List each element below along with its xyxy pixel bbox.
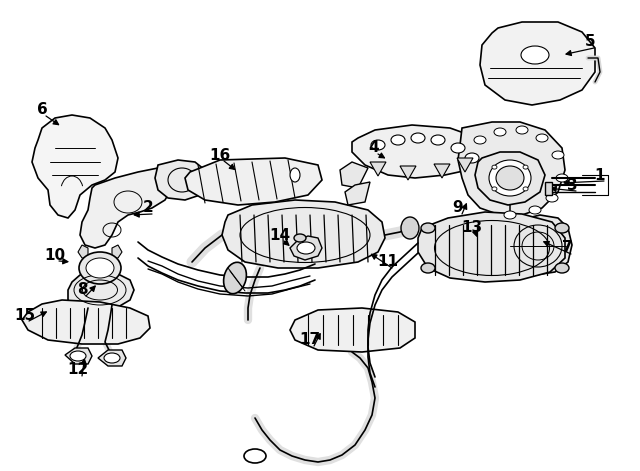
- Polygon shape: [352, 125, 488, 178]
- Ellipse shape: [401, 217, 419, 239]
- Ellipse shape: [223, 262, 246, 294]
- Text: 6: 6: [36, 103, 47, 117]
- Ellipse shape: [494, 128, 506, 136]
- Ellipse shape: [297, 242, 315, 254]
- Ellipse shape: [492, 165, 497, 169]
- Text: 3: 3: [566, 178, 577, 193]
- Polygon shape: [545, 182, 552, 195]
- Ellipse shape: [79, 252, 121, 284]
- Ellipse shape: [104, 353, 120, 363]
- Text: 2: 2: [143, 201, 154, 216]
- Polygon shape: [98, 350, 126, 366]
- Polygon shape: [65, 348, 92, 364]
- Text: 14: 14: [269, 227, 291, 243]
- Polygon shape: [400, 166, 416, 180]
- Polygon shape: [340, 162, 368, 188]
- Text: 1: 1: [595, 168, 605, 182]
- Text: 17: 17: [300, 333, 321, 348]
- Polygon shape: [458, 122, 565, 215]
- Ellipse shape: [504, 211, 516, 219]
- Polygon shape: [290, 308, 415, 352]
- Polygon shape: [68, 272, 134, 310]
- Ellipse shape: [521, 46, 549, 64]
- Ellipse shape: [244, 449, 266, 463]
- Ellipse shape: [489, 160, 531, 196]
- Text: 8: 8: [77, 283, 87, 298]
- Ellipse shape: [555, 263, 569, 273]
- Polygon shape: [22, 300, 150, 344]
- Text: 11: 11: [378, 254, 399, 269]
- Ellipse shape: [86, 258, 114, 278]
- Ellipse shape: [465, 153, 479, 163]
- Ellipse shape: [294, 234, 306, 242]
- Text: 7: 7: [562, 241, 572, 255]
- Polygon shape: [32, 115, 118, 218]
- Text: 15: 15: [15, 308, 36, 323]
- Ellipse shape: [536, 134, 548, 142]
- Text: 13: 13: [461, 220, 483, 236]
- Polygon shape: [78, 245, 88, 258]
- Ellipse shape: [492, 187, 497, 191]
- Polygon shape: [290, 236, 322, 260]
- Text: 16: 16: [209, 147, 230, 162]
- Polygon shape: [185, 158, 322, 205]
- Polygon shape: [434, 164, 450, 178]
- Ellipse shape: [516, 126, 528, 134]
- Polygon shape: [345, 182, 370, 205]
- Polygon shape: [418, 212, 565, 282]
- Ellipse shape: [391, 135, 405, 145]
- Ellipse shape: [546, 194, 558, 202]
- Text: 4: 4: [369, 140, 380, 155]
- Text: 5: 5: [585, 34, 595, 49]
- Text: 10: 10: [44, 247, 65, 262]
- Ellipse shape: [529, 206, 541, 214]
- Ellipse shape: [556, 174, 568, 182]
- Ellipse shape: [371, 140, 385, 150]
- Polygon shape: [155, 160, 208, 200]
- Polygon shape: [505, 215, 572, 275]
- Ellipse shape: [496, 166, 524, 190]
- Ellipse shape: [411, 133, 425, 143]
- Polygon shape: [475, 152, 545, 205]
- Polygon shape: [480, 22, 595, 105]
- Ellipse shape: [474, 136, 486, 144]
- Polygon shape: [370, 162, 386, 176]
- Polygon shape: [112, 245, 122, 258]
- Ellipse shape: [552, 151, 564, 159]
- Ellipse shape: [523, 165, 528, 169]
- Text: 9: 9: [452, 201, 463, 216]
- Text: 12: 12: [67, 363, 88, 377]
- Ellipse shape: [421, 263, 435, 273]
- Ellipse shape: [431, 135, 445, 145]
- Ellipse shape: [421, 223, 435, 233]
- Ellipse shape: [555, 223, 569, 233]
- Polygon shape: [80, 168, 172, 248]
- Ellipse shape: [451, 143, 465, 153]
- Ellipse shape: [290, 168, 300, 182]
- Ellipse shape: [523, 187, 528, 191]
- Polygon shape: [457, 158, 473, 172]
- Polygon shape: [222, 200, 385, 268]
- Ellipse shape: [70, 351, 86, 361]
